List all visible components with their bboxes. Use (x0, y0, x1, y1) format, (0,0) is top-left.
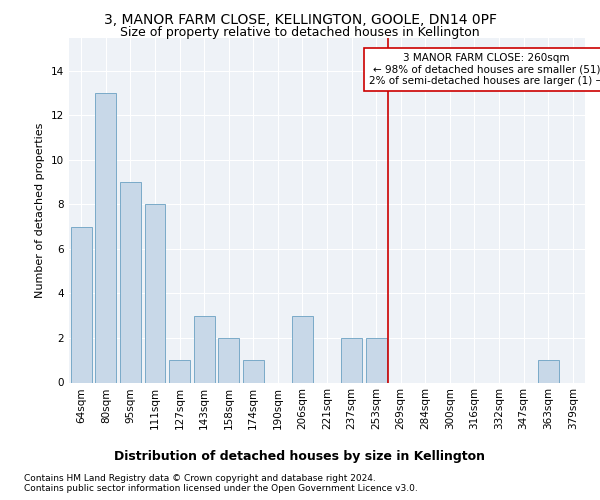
Bar (292, 316, 313, 382)
Bar (169, 360, 190, 382)
Text: 3, MANOR FARM CLOSE, KELLINGTON, GOOLE, DN14 0PF: 3, MANOR FARM CLOSE, KELLINGTON, GOOLE, … (104, 12, 497, 26)
Bar (218, 338, 239, 382)
Bar (341, 338, 362, 382)
Bar (145, 204, 166, 382)
Bar (538, 360, 559, 382)
Bar (365, 338, 386, 382)
Bar (243, 360, 264, 382)
Text: Contains HM Land Registry data © Crown copyright and database right 2024.
Contai: Contains HM Land Registry data © Crown c… (24, 474, 418, 494)
Text: 3 MANOR FARM CLOSE: 260sqm
← 98% of detached houses are smaller (51)
2% of semi-: 3 MANOR FARM CLOSE: 260sqm ← 98% of deta… (369, 53, 600, 86)
Text: Distribution of detached houses by size in Kellington: Distribution of detached houses by size … (115, 450, 485, 463)
Bar (194, 316, 215, 382)
Bar (71, 226, 92, 382)
Y-axis label: Number of detached properties: Number of detached properties (35, 122, 46, 298)
Text: Size of property relative to detached houses in Kellington: Size of property relative to detached ho… (120, 26, 480, 39)
Bar (95, 93, 116, 382)
Bar (120, 182, 141, 382)
